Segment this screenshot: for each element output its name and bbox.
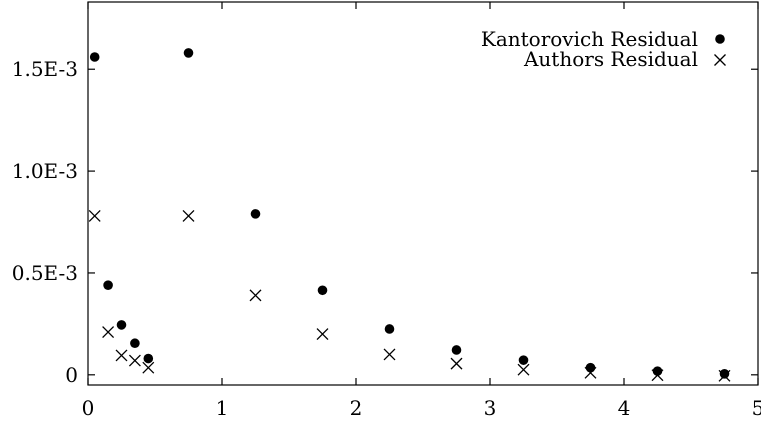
data-point-kantorovich xyxy=(144,354,154,364)
x-tick-label: 0 xyxy=(82,396,95,420)
data-point-kantorovich xyxy=(90,52,100,62)
x-tick-label: 5 xyxy=(752,396,761,420)
y-tick-label: 1.0E-3 xyxy=(12,159,78,183)
y-tick-label: 0.5E-3 xyxy=(12,261,78,285)
data-point-authors xyxy=(89,210,100,221)
data-point-authors xyxy=(103,327,114,338)
data-point-kantorovich xyxy=(519,355,529,365)
data-point-kantorovich xyxy=(117,320,127,330)
y-tick-label: 1.5E-3 xyxy=(12,57,78,81)
data-point-authors xyxy=(129,355,140,366)
data-point-kantorovich xyxy=(586,363,596,373)
legend-label-authors: Authors Residual xyxy=(523,47,698,71)
x-tick-label: 1 xyxy=(216,396,229,420)
data-point-authors xyxy=(384,349,395,360)
legend-markers xyxy=(715,34,726,65)
series-1 xyxy=(89,210,730,381)
data-point-authors xyxy=(143,362,154,373)
data-point-kantorovich xyxy=(103,280,113,290)
data-point-kantorovich xyxy=(452,345,462,355)
data-point-authors xyxy=(451,358,462,369)
legend: Kantorovich Residual Authors Residual xyxy=(481,27,726,71)
data-point-kantorovich xyxy=(318,285,328,295)
data-point-authors xyxy=(250,290,261,301)
data-point-authors xyxy=(317,329,328,340)
y-tick-label: 0 xyxy=(65,363,78,387)
data-point-kantorovich xyxy=(251,209,261,219)
data-point-kantorovich xyxy=(184,48,194,58)
data-point-authors xyxy=(116,350,127,361)
data-point-kantorovich xyxy=(130,338,140,348)
data-point-kantorovich xyxy=(385,324,395,334)
data-point-kantorovich xyxy=(720,369,730,379)
data-point-authors xyxy=(183,210,194,221)
x-tick-labels: 0 1 2 3 4 5 xyxy=(82,396,761,420)
x-tick-label: 4 xyxy=(618,396,631,420)
y-tick-labels: 0 0.5E-3 1.0E-3 1.5E-3 xyxy=(12,57,78,387)
legend-marker-authors xyxy=(715,55,726,66)
x-tick-label: 3 xyxy=(484,396,497,420)
data-points xyxy=(89,48,730,381)
x-tick-label: 2 xyxy=(350,396,363,420)
data-point-authors xyxy=(518,364,529,375)
legend-marker-kantorovich xyxy=(715,34,725,44)
